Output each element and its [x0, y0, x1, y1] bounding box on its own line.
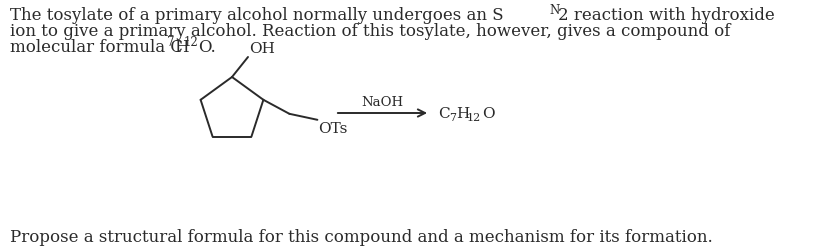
Text: 2 reaction with hydroxide: 2 reaction with hydroxide — [557, 7, 774, 24]
Text: 7: 7 — [167, 36, 174, 49]
Text: 7: 7 — [448, 112, 456, 122]
Text: H: H — [174, 39, 189, 56]
Text: N: N — [548, 4, 558, 17]
Text: ion to give a primary alcohol. Reaction of this tosylate, however, gives a compo: ion to give a primary alcohol. Reaction … — [10, 23, 729, 40]
Text: 12: 12 — [466, 112, 480, 122]
Text: H: H — [456, 106, 469, 120]
Text: molecular formula C: molecular formula C — [10, 39, 183, 56]
Text: OH: OH — [249, 42, 275, 56]
Text: O.: O. — [198, 39, 216, 56]
Text: OTs: OTs — [318, 121, 347, 135]
Text: NaOH: NaOH — [361, 96, 403, 108]
Text: 12: 12 — [184, 36, 198, 49]
Text: O: O — [481, 106, 494, 120]
Text: Propose a structural formula for this compound and a mechanism for its formation: Propose a structural formula for this co… — [10, 228, 712, 245]
Text: The tosylate of a primary alcohol normally undergoes an S: The tosylate of a primary alcohol normal… — [10, 7, 503, 24]
Text: C: C — [437, 106, 449, 120]
